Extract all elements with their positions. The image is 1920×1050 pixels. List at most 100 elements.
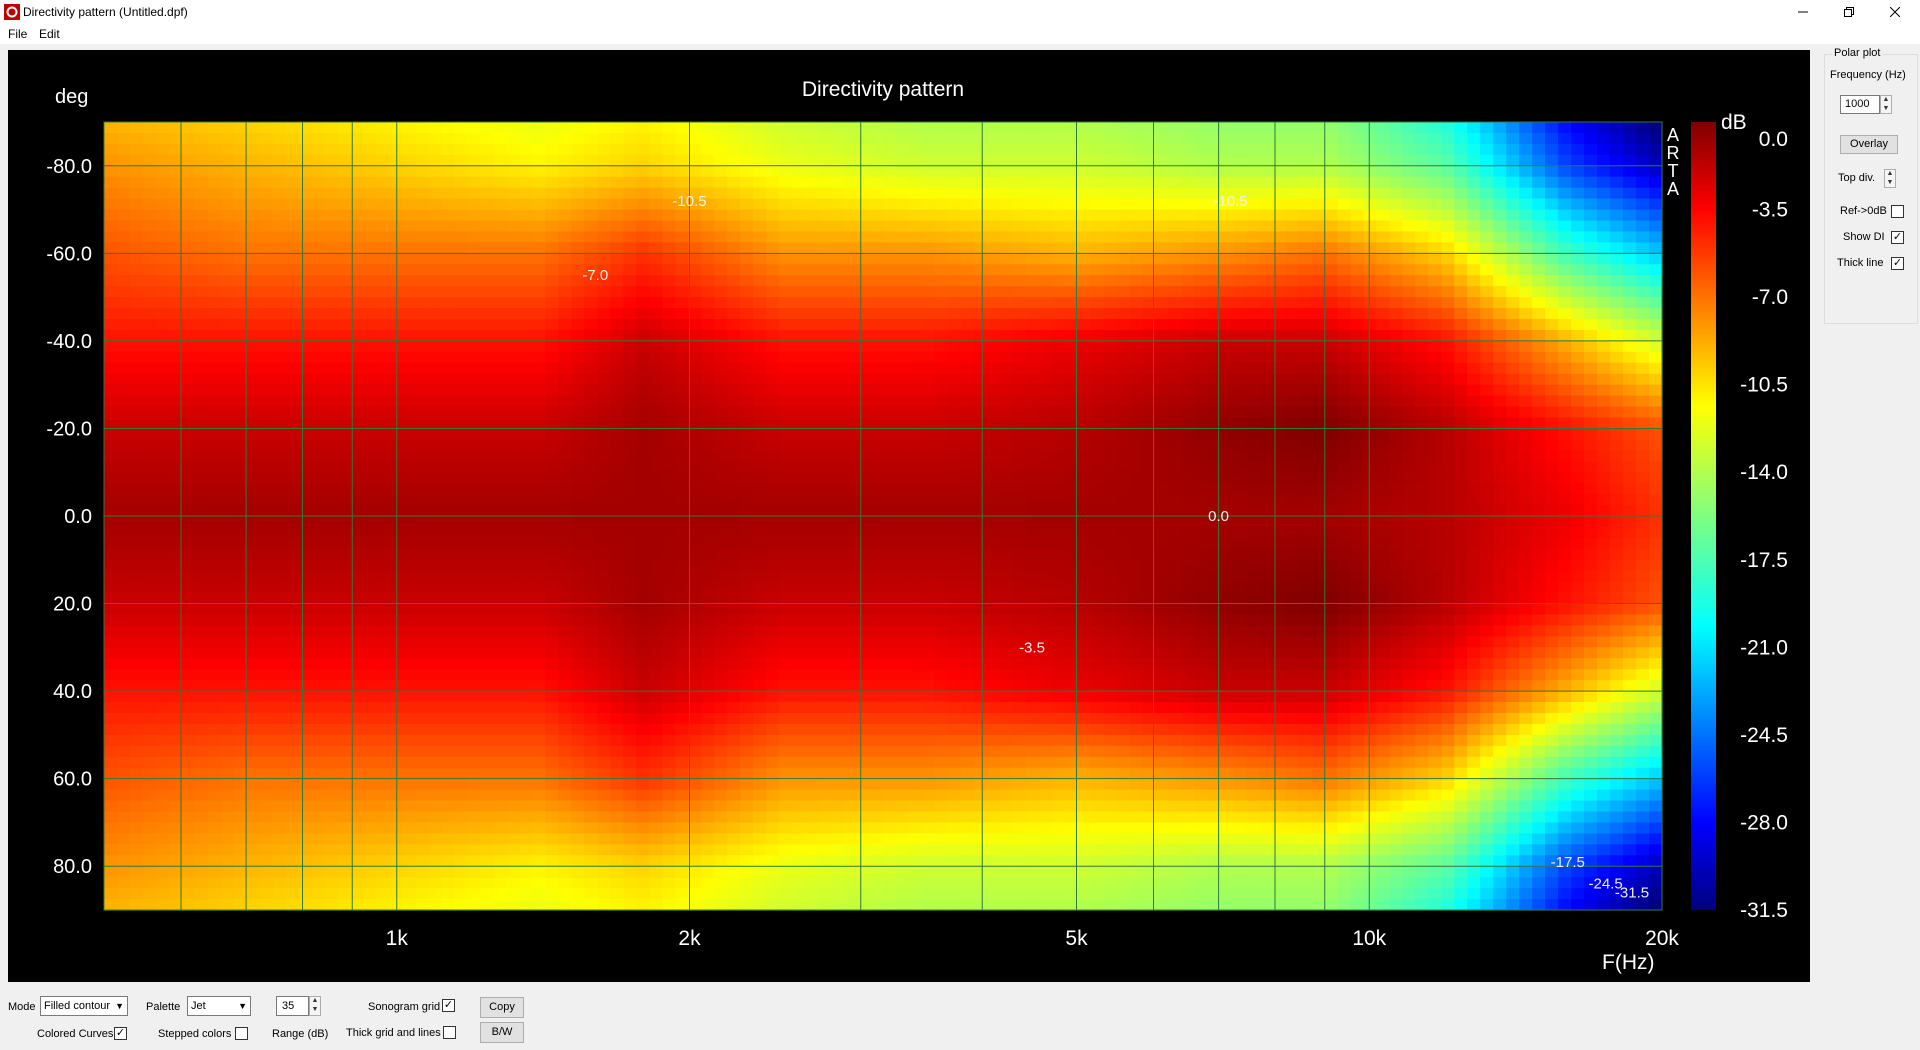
heatmap-cell [714, 264, 728, 276]
heatmap-cell [467, 384, 482, 397]
heatmap-cell [908, 132, 923, 145]
heatmap-cell [662, 811, 676, 824]
heatmap-cell [883, 778, 897, 791]
heatmap-cell [194, 483, 209, 495]
heatmap-cell [428, 132, 443, 145]
heatmap-cell [636, 603, 650, 616]
heatmap-cell [350, 592, 365, 605]
heatmap-cell [636, 647, 650, 659]
heatmap-cell [623, 877, 637, 889]
heatmap-cell [168, 592, 183, 605]
heatmap-cell [441, 636, 456, 648]
heatmap-cell [363, 581, 378, 594]
heatmap-cell [779, 833, 793, 845]
heatmap-cell [350, 581, 365, 594]
heatmap-cell [779, 603, 793, 616]
heatmap-cell [870, 472, 884, 484]
heatmap-cell [908, 373, 923, 386]
heatmap-cell [558, 570, 572, 583]
heatmap-cell [921, 329, 936, 342]
heatmap-cell [311, 308, 326, 320]
heatmap-cell [350, 122, 365, 134]
heatmap-cell [272, 308, 287, 320]
heatmap-cell [662, 253, 676, 265]
heatmap-cell [960, 483, 975, 495]
heatmap-cell [220, 866, 235, 878]
heatmap-cell [233, 767, 248, 780]
heatmap-cell [597, 319, 611, 331]
heatmap-cell [908, 756, 923, 769]
heatmap-cell [973, 680, 988, 692]
heatmap-cell [194, 800, 209, 813]
minimize-button[interactable] [1780, 0, 1826, 24]
heatmap-cell [973, 702, 988, 714]
heatmap-cell [220, 165, 235, 178]
heatmap-cell [285, 723, 300, 736]
heatmap-cell [986, 658, 1001, 670]
close-button[interactable] [1872, 0, 1918, 24]
heatmap-cell [701, 877, 715, 889]
heatmap-cell [337, 603, 352, 616]
heatmap-cell [532, 286, 547, 298]
heatmap-cell [493, 691, 508, 703]
heatmap-cell [844, 187, 858, 200]
heatmap-cell [960, 242, 975, 254]
heatmap-cell [207, 691, 222, 703]
heatmap-cell [181, 384, 196, 397]
heatmap-cell [558, 308, 572, 320]
heatmap-cell [545, 483, 560, 495]
heatmap-cell [934, 253, 949, 265]
heatmap-cell [623, 505, 637, 517]
menu-file[interactable]: File [8, 27, 28, 41]
heatmap-cell [220, 428, 235, 440]
heatmap-cell [753, 154, 767, 167]
heatmap-cell [467, 723, 482, 736]
heatmap-cell [181, 822, 196, 834]
heatmap-cell [441, 570, 456, 583]
heatmap-cell [883, 526, 897, 539]
heatmap-cell [415, 461, 430, 473]
heatmap-cell [986, 439, 1001, 451]
heatmap-cell [844, 537, 858, 550]
heatmap-cell [207, 767, 222, 780]
heatmap-cell [402, 636, 417, 648]
heatmap-cell [220, 505, 235, 517]
heatmap-cell [740, 253, 754, 265]
heatmap-cell [285, 855, 300, 867]
heatmap-cell [207, 428, 222, 440]
heatmap-cell [246, 450, 261, 462]
heatmap-cell [999, 275, 1014, 287]
heatmap-cell [870, 691, 884, 703]
heatmap-cell [207, 329, 222, 342]
menu-edit[interactable]: Edit [39, 27, 60, 41]
heatmap-cell [883, 811, 897, 824]
heatmap-cell [805, 559, 819, 572]
heatmap-cell [558, 526, 572, 539]
heatmap-cell [662, 581, 676, 594]
heatmap-cell [870, 122, 884, 134]
heatmap-cell [129, 625, 144, 637]
heatmap-cell [480, 592, 495, 605]
heatmap-cell [519, 439, 534, 451]
heatmap-cell [740, 340, 754, 353]
heatmap-cell [597, 745, 611, 758]
heatmap-cell [104, 899, 118, 911]
heatmap-cell [207, 866, 222, 878]
heatmap-cell [363, 559, 378, 572]
heatmap-cell [519, 373, 534, 386]
heatmap-cell [844, 877, 858, 889]
heatmap-cell [688, 340, 702, 353]
heatmap-cell [129, 143, 144, 156]
heatmap-cell [142, 165, 157, 178]
heatmap-cell [740, 264, 754, 276]
heatmap-cell [350, 811, 365, 824]
restore-button[interactable] [1826, 0, 1872, 24]
heatmap-cell [259, 187, 274, 200]
heatmap-cell [220, 329, 235, 342]
heatmap-cell [259, 526, 274, 539]
heatmap-cell [104, 811, 118, 824]
heatmap-cell [545, 822, 560, 834]
heatmap-cell [272, 745, 287, 758]
heatmap-cell [220, 286, 235, 298]
heatmap-cell [415, 264, 430, 276]
